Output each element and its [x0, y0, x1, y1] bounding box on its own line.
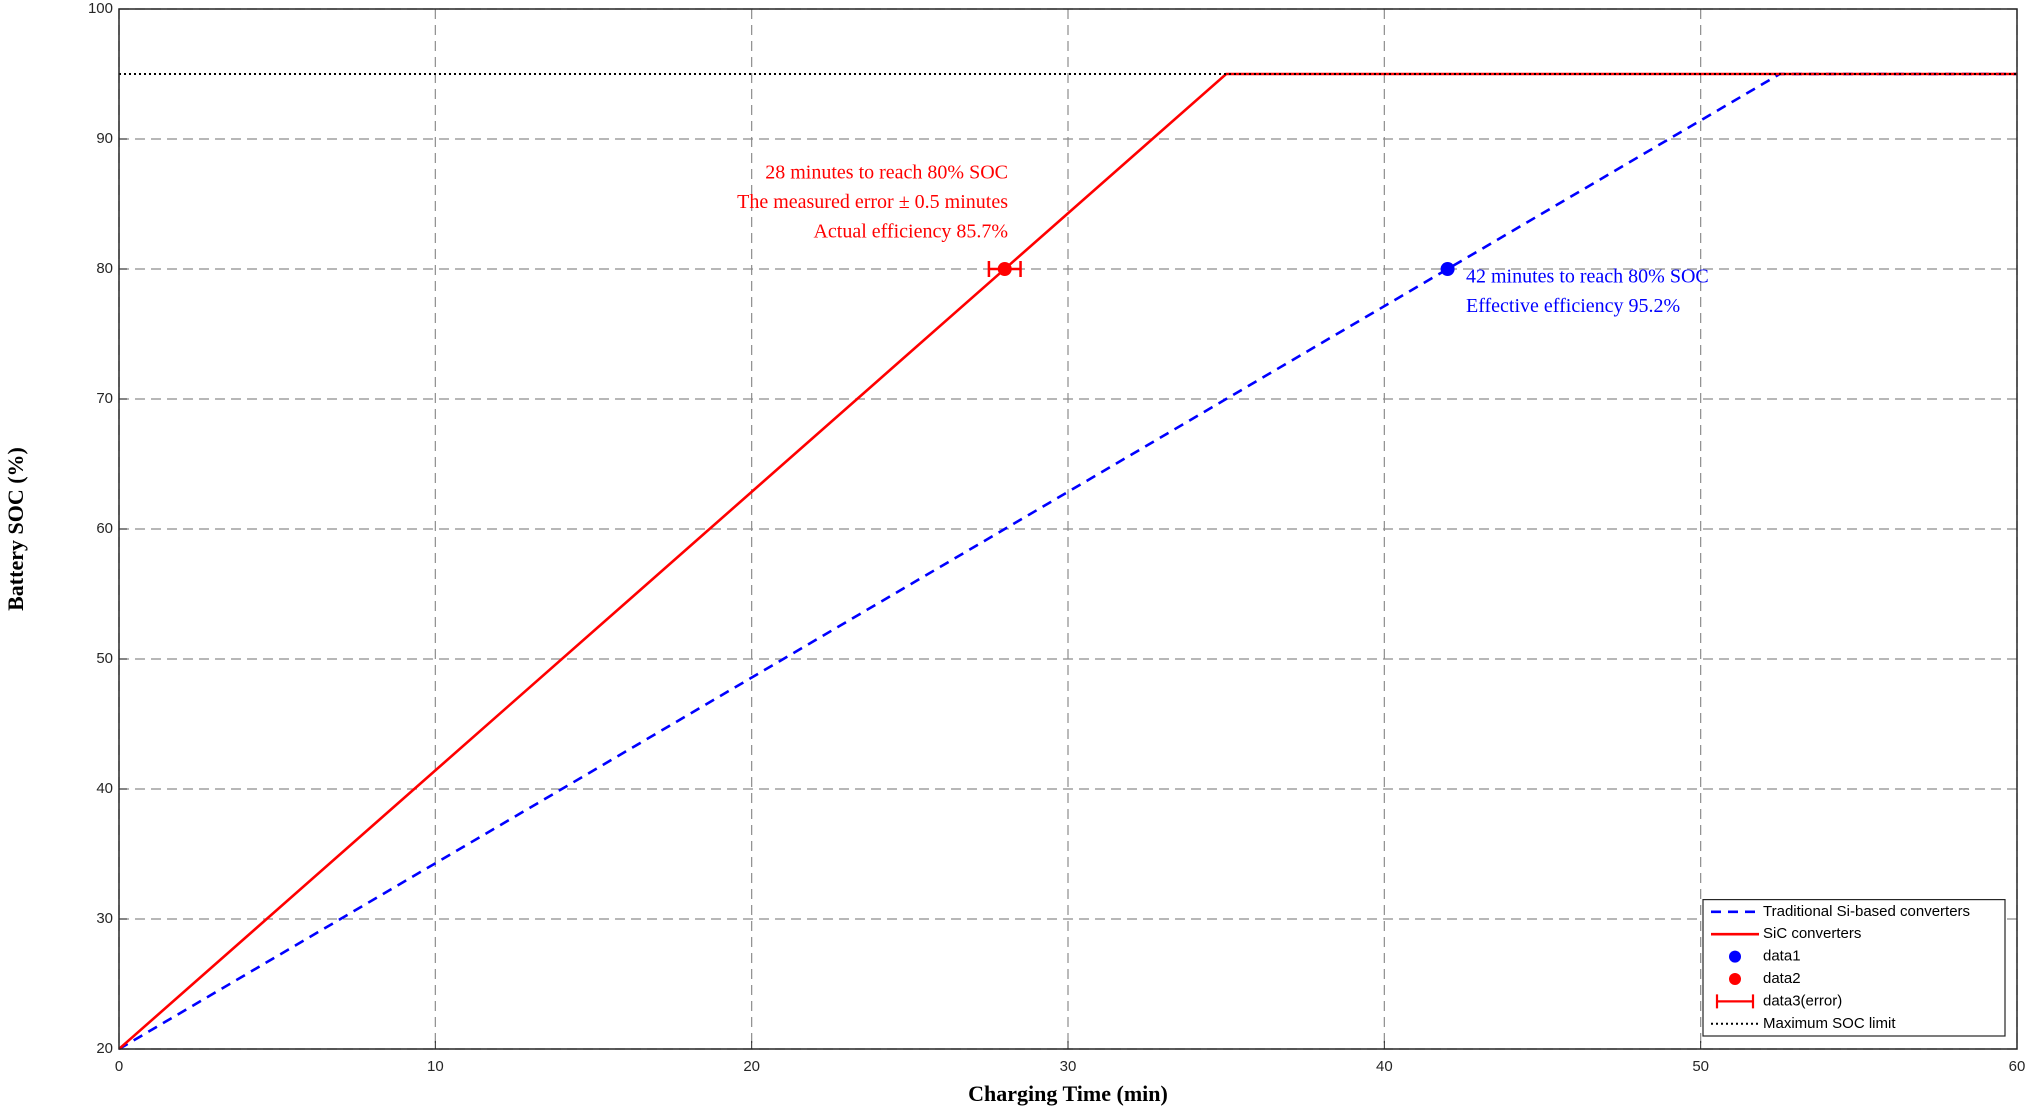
- error-bar: [987, 261, 1022, 277]
- legend-label: data3(error): [1763, 992, 1842, 1009]
- x-tick-label: 50: [1692, 1058, 1709, 1075]
- legend-label: data1: [1763, 948, 1801, 965]
- x-tick-label: 0: [115, 1058, 123, 1075]
- y-tick-label: 80: [96, 260, 113, 277]
- y-tick-label: 50: [96, 650, 113, 667]
- y-tick-label: 90: [96, 130, 113, 147]
- x-tick-label: 10: [427, 1058, 444, 1075]
- y-tick-label: 60: [96, 520, 113, 537]
- y-tick-label: 20: [96, 1040, 113, 1057]
- y-tick-label: 70: [96, 390, 113, 407]
- y-tick-label: 30: [96, 910, 113, 927]
- annotation: The measured error ± 0.5 minutes: [737, 191, 1008, 213]
- annotation: Actual efficiency 85.7%: [813, 221, 1008, 243]
- legend-symbol: [1715, 994, 1755, 1009]
- y-axis-label: Battery SOC (%): [3, 447, 28, 611]
- annotation: 42 minutes to reach 80% SOC: [1466, 266, 1709, 288]
- point: [1440, 262, 1455, 276]
- legend-label: Traditional Si-based converters: [1763, 903, 1970, 920]
- x-axis-label: Charging Time (min): [968, 1081, 1168, 1106]
- legend-label: Maximum SOC limit: [1763, 1015, 1896, 1032]
- plot-frame: [118, 8, 2018, 1050]
- x-tick-label: 40: [1376, 1058, 1393, 1075]
- legend-label: data2: [1763, 970, 1801, 987]
- legend-symbol: [1729, 950, 1741, 963]
- y-tick-label: 40: [96, 780, 113, 797]
- x-tick-label: 20: [743, 1058, 760, 1075]
- x-tick-label: 60: [2009, 1058, 2026, 1075]
- legend-box: [1702, 898, 2006, 1037]
- annotation: 28 minutes to reach 80% SOC: [765, 162, 1008, 184]
- legend-symbol: [1729, 973, 1741, 985]
- legend-label: SiC converters: [1763, 925, 1861, 942]
- annotation: Effective efficiency 95.2%: [1466, 295, 1680, 317]
- x-tick-label: 30: [1060, 1058, 1077, 1075]
- series-line: [118, 72, 2017, 1050]
- y-tick-label: 100: [88, 0, 113, 17]
